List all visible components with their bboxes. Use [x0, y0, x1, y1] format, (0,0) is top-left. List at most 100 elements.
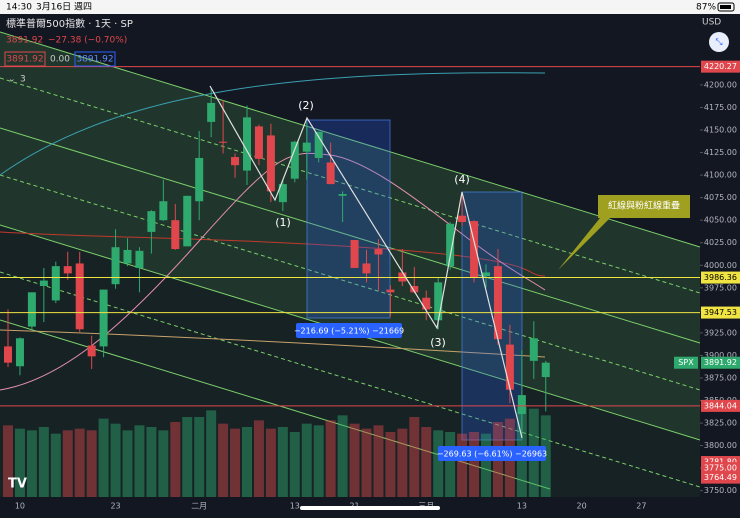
candle-body	[302, 142, 311, 152]
candle-body	[493, 266, 502, 340]
x-tick-label: 20	[577, 502, 587, 511]
price-label: 3891.92	[704, 358, 737, 367]
volume-bar	[337, 415, 348, 497]
price-label: 3947.53	[704, 308, 737, 317]
y-tick-label: 4150.00	[704, 126, 737, 135]
measure-label-bg	[296, 323, 402, 338]
candle-body	[362, 263, 371, 274]
candle-body	[219, 141, 228, 143]
bid: 3891.92	[6, 55, 43, 65]
candle-body	[458, 215, 467, 222]
zoom-button[interactable]	[709, 32, 729, 52]
volume-bar	[14, 428, 25, 497]
candle-body	[266, 135, 275, 192]
y-tick-label: 3975.00	[704, 283, 737, 292]
y-tick-label: 4050.00	[704, 216, 737, 225]
y-tick-label: 3925.00	[704, 328, 737, 337]
volume-bar	[397, 428, 408, 497]
y-tick-label: 4075.00	[704, 193, 737, 202]
collapse-icon[interactable]: ⌄	[8, 75, 16, 85]
volume-bar	[110, 423, 121, 497]
volume-bar	[62, 430, 73, 497]
spread: 0.00	[50, 55, 70, 65]
y-tick-label: 4175.00	[704, 103, 737, 112]
price-axis	[700, 14, 740, 514]
candle-body	[87, 345, 96, 357]
measure-label: −216.69 (−5.21%) −21669	[294, 327, 404, 336]
volume-bar	[253, 420, 264, 497]
volume-bar	[265, 428, 276, 497]
volume-bar	[409, 417, 420, 497]
y-tick-label: 4000.00	[704, 261, 737, 270]
candle-body	[505, 344, 514, 390]
status-bar	[0, 0, 740, 14]
volume-bar	[361, 428, 372, 497]
wave-label: (1)	[275, 216, 291, 229]
volume-bar	[445, 432, 456, 497]
volume-bar	[50, 433, 61, 497]
candle-body	[278, 184, 287, 203]
volume-bar	[38, 427, 49, 497]
wave-label: (3)	[430, 336, 446, 349]
volume-bar	[481, 433, 491, 497]
y-tick-label: 4100.00	[704, 171, 737, 180]
logo: TV	[8, 477, 27, 492]
volume-bar	[206, 410, 217, 497]
volume-bar	[3, 425, 13, 497]
measure-label-bg	[438, 446, 546, 461]
volume-bar	[146, 427, 157, 497]
candle-body	[75, 263, 84, 330]
bid-box[interactable]	[4, 51, 46, 67]
quote: 3891.92	[6, 36, 43, 46]
y-tick-label: 3800.00	[704, 441, 737, 450]
volume-bar	[421, 427, 432, 497]
volume-bar	[301, 423, 312, 497]
price-label: 3844.04	[704, 401, 737, 410]
candle-body	[541, 362, 550, 378]
price-label-bg	[701, 471, 740, 484]
candle-body	[254, 126, 263, 159]
volume-bar	[122, 430, 133, 497]
candle-body	[171, 220, 180, 250]
candle-body	[374, 249, 383, 255]
battery-icon	[717, 2, 735, 12]
indicator-count[interactable]: 3	[20, 75, 26, 85]
y-tick-label: 4200.00	[704, 80, 737, 89]
ask-box[interactable]	[74, 51, 116, 67]
candle-body	[398, 272, 407, 282]
x-tick-label: 27	[636, 502, 646, 511]
candle-body	[314, 131, 323, 158]
volume-bar	[313, 425, 324, 497]
moving-average	[0, 72, 546, 176]
currency[interactable]: USD	[702, 18, 721, 28]
volume-bar	[373, 425, 384, 497]
price-label-bg	[701, 399, 740, 412]
price-label-bg	[701, 462, 740, 475]
candle-body	[517, 395, 526, 415]
volume-bar	[385, 432, 396, 497]
candle-body	[422, 297, 431, 310]
candle-body	[434, 282, 443, 321]
candle-body	[4, 346, 12, 363]
wave-label: (4)	[454, 173, 470, 186]
x-tick-label: 23	[110, 502, 120, 511]
moving-average	[0, 329, 546, 358]
y-tick-label: 3750.00	[704, 486, 737, 495]
y-tick-label: 4025.00	[704, 238, 737, 247]
x-tick-label: 13	[517, 502, 527, 511]
y-tick-label: 3900.00	[704, 351, 737, 360]
candle-body	[39, 280, 48, 287]
candle-body	[195, 157, 204, 202]
volume-bar	[469, 432, 480, 497]
candle-body	[27, 292, 36, 327]
note: 紅線與粉紅線重疊	[608, 200, 680, 212]
candle-body	[470, 221, 479, 278]
zoom-icon: ⤡	[715, 38, 722, 48]
volume-bar	[98, 418, 109, 497]
volume-bar	[325, 420, 336, 497]
candle-body	[51, 266, 60, 301]
x-tick-label: 13	[290, 502, 300, 511]
candle-body	[326, 162, 335, 185]
volume-bar	[74, 428, 85, 497]
